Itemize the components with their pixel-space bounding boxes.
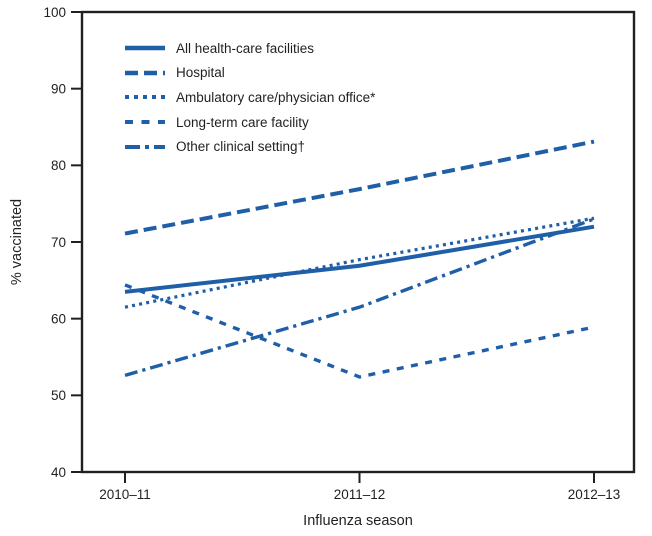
y-tick-label: 80 — [51, 158, 66, 173]
y-tick-label: 60 — [51, 311, 66, 326]
legend-item-all-health-care-facilities: All health-care facilities — [123, 36, 375, 61]
legend-label-ambulatory-care-physician-office: Ambulatory care/physician office* — [176, 89, 376, 105]
legend-line-sample-hospital — [125, 70, 165, 76]
legend-item-long-term-care-facility: Long-term care facility — [123, 110, 375, 135]
legend-label-hospital: Hospital — [176, 65, 225, 81]
legend-line-sample-long-term-care-facility — [125, 120, 165, 125]
x-tick-label: 2011–12 — [334, 487, 386, 502]
legend-line-sample-all-health-care-facilities — [125, 46, 165, 51]
x-axis-title: Influenza season — [303, 513, 413, 529]
y-tick-label: 100 — [43, 5, 66, 20]
legend: All health-care facilities Hospital Ambula… — [123, 36, 375, 159]
y-tick-label: 90 — [51, 81, 66, 96]
y-tick-label: 70 — [51, 235, 66, 250]
y-tick-label: 50 — [51, 388, 66, 403]
series-line-ambulatory-care-physician-office — [124, 216, 595, 309]
x-tick-label: 2012–13 — [568, 487, 621, 502]
legend-line-sample-ambulatory-care-physician-office — [125, 95, 165, 100]
series-line-long-term-care-facility — [124, 283, 595, 379]
y-axis-title: % vaccinated — [9, 198, 25, 286]
legend-label-other-clinical-setting: Other clinical setting† — [176, 139, 306, 155]
x-tick-label: 2010–11 — [99, 487, 151, 502]
legend-item-other-clinical-setting: Other clinical setting† — [123, 134, 375, 159]
series-line-other-clinical-setting — [124, 217, 595, 378]
series-line-all-health-care-facilities — [124, 224, 595, 294]
y-tick-label: 40 — [51, 465, 66, 480]
legend-item-hospital: Hospital — [123, 61, 375, 86]
legend-line-sample-other-clinical-setting — [125, 144, 165, 149]
series-line-hospital — [124, 139, 595, 236]
legend-label-long-term-care-facility: Long-term care facility — [176, 114, 309, 130]
legend-item-ambulatory-care-physician-office: Ambulatory care/physician office* — [123, 85, 375, 110]
legend-label-all-health-care-facilities: All health-care facilities — [176, 40, 315, 56]
